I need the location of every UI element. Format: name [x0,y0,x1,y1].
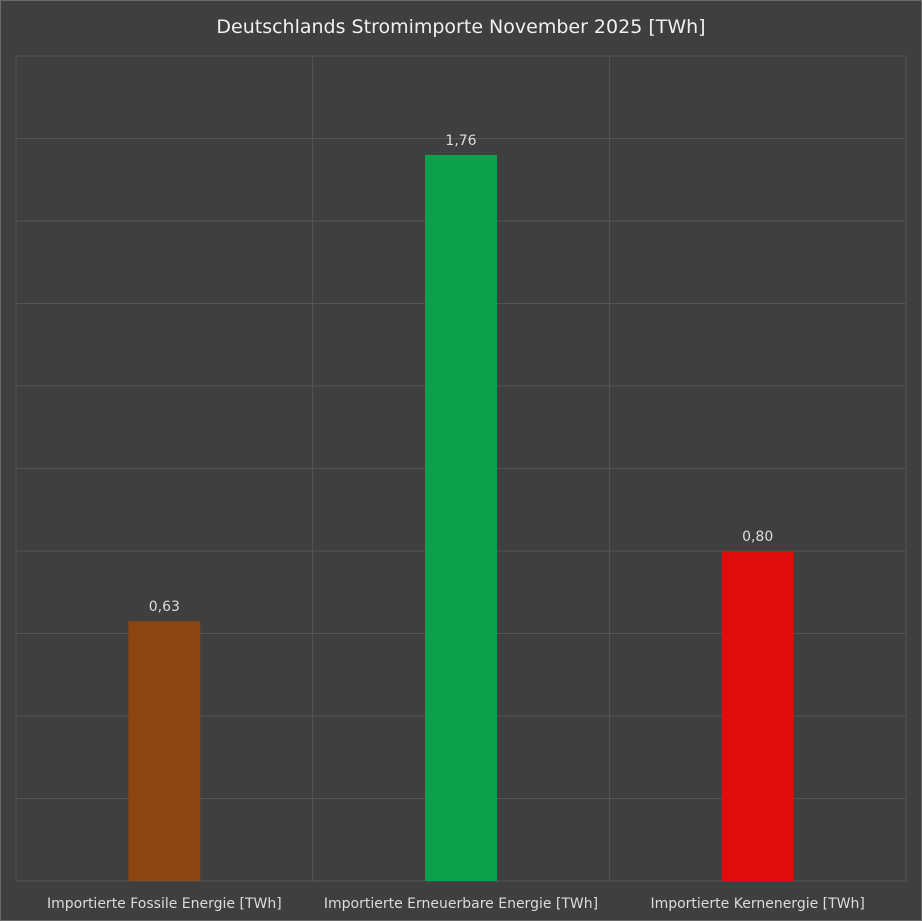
bar [128,621,201,881]
bars [128,155,794,881]
bar [721,551,794,881]
data-label: 0,63 [149,599,180,615]
data-label: 0,80 [742,529,773,545]
data-labels: 0,63 1,76 0,80 [149,133,774,615]
category-label: Importierte Kernenergie [TWh] [650,896,864,912]
category-label: Importierte Fossile Energie [TWh] [47,896,282,912]
chart-title: Deutschlands Stromimporte November 2025 … [216,16,705,38]
category-labels: Importierte Fossile Energie [TWh] Importi… [47,896,865,912]
category-label: Importierte Erneuerbare Energie [TWh] [324,896,598,912]
data-label: 1,76 [445,133,476,149]
bar [425,155,497,881]
